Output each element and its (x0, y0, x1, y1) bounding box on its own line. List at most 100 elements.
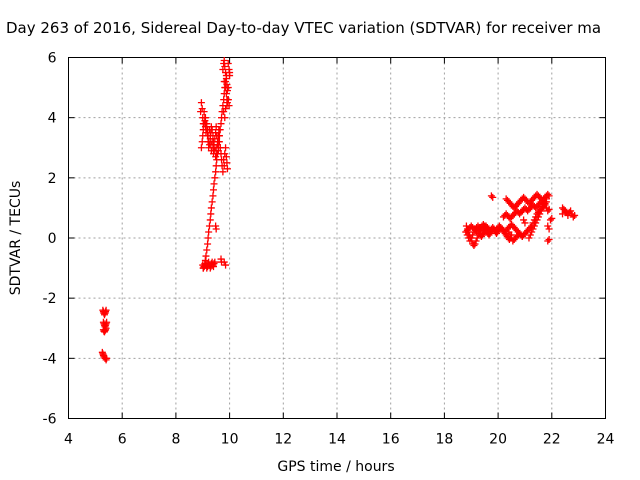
data-point (530, 222, 538, 230)
data-point (548, 214, 556, 222)
y-tick-label: -2 (43, 291, 57, 307)
x-tick-label: 18 (435, 432, 453, 448)
data-point (217, 120, 225, 128)
data-point (542, 195, 550, 203)
x-tick-label: 10 (221, 432, 239, 448)
data-point (222, 153, 230, 161)
x-tick-label: 14 (328, 432, 346, 448)
data-point (219, 168, 227, 176)
data-point (569, 213, 577, 221)
x-tick-label: 6 (118, 432, 127, 448)
grid-lines (68, 57, 606, 419)
data-point (521, 219, 529, 227)
data-point (198, 138, 206, 146)
y-tick-label: -4 (43, 351, 57, 367)
data-point (538, 204, 546, 212)
data-point (221, 150, 229, 158)
data-point (206, 216, 214, 224)
data-point (201, 114, 209, 122)
data-point (537, 207, 545, 215)
data-point (222, 105, 230, 113)
data-point (506, 231, 514, 239)
y-axis-label: SDTVAR / TECUs (8, 181, 24, 296)
x-tick-label: 4 (64, 432, 73, 448)
data-point (204, 240, 212, 248)
data-point (226, 69, 234, 77)
data-point (525, 234, 533, 242)
data-point (206, 132, 214, 140)
data-point (205, 228, 213, 236)
data-point (544, 207, 552, 215)
data-point (197, 99, 205, 107)
data-point (102, 324, 110, 332)
data-point (203, 246, 211, 254)
data-point (215, 138, 223, 146)
data-point (532, 219, 540, 227)
data-point (222, 261, 230, 269)
x-tick-label: 16 (382, 432, 400, 448)
y-tick-label: 6 (48, 51, 57, 67)
x-tick-label: 8 (171, 432, 180, 448)
y-tick-label: 2 (48, 171, 57, 187)
data-point (489, 193, 497, 201)
data-point (210, 180, 218, 188)
data-point (487, 192, 495, 200)
data-point (212, 162, 220, 170)
data-point (215, 132, 223, 140)
data-points (98, 57, 579, 364)
data-point (211, 258, 219, 266)
data-point (212, 225, 220, 233)
data-point (207, 210, 215, 218)
data-point (540, 201, 548, 209)
data-point (205, 126, 213, 134)
x-axis-label: GPS time / hours (277, 459, 394, 475)
data-point (470, 242, 478, 250)
data-point (224, 60, 232, 68)
data-point (221, 63, 229, 71)
data-point (545, 225, 553, 233)
data-point (466, 231, 474, 239)
data-point (571, 211, 579, 219)
data-point (520, 216, 528, 224)
data-point (221, 114, 229, 122)
y-tick-label: 0 (48, 231, 57, 247)
data-point (209, 192, 217, 200)
data-point (546, 216, 554, 224)
data-point (485, 226, 493, 234)
data-point (544, 237, 552, 245)
data-point (205, 222, 213, 230)
data-point (204, 234, 212, 242)
data-point (544, 190, 552, 198)
data-point (211, 174, 219, 182)
y-tick-label: 4 (48, 111, 57, 127)
data-point (223, 165, 231, 173)
x-tick-label: 20 (489, 432, 507, 448)
data-point (567, 207, 575, 215)
data-point (505, 228, 513, 236)
y-tick-label: -6 (43, 412, 57, 428)
data-point (545, 205, 553, 213)
data-point (222, 84, 230, 92)
data-point (529, 225, 537, 233)
data-point (216, 126, 224, 134)
data-point (210, 260, 218, 268)
data-point (209, 186, 217, 194)
x-tick-label: 24 (597, 432, 615, 448)
data-point (472, 237, 480, 245)
data-point (103, 354, 111, 362)
data-point (473, 234, 481, 242)
data-point (471, 240, 479, 248)
data-point (545, 236, 553, 244)
data-point (526, 231, 534, 239)
data-point (536, 210, 544, 218)
data-point (103, 318, 111, 326)
data-point (102, 306, 110, 314)
x-axis-ticks: 4 6 8 10 12 14 16 18 20 22 24 (64, 57, 615, 448)
data-point (214, 150, 222, 158)
data-point (486, 228, 494, 236)
data-point (200, 108, 208, 116)
data-point (223, 96, 231, 104)
data-point (213, 156, 221, 164)
data-point (203, 120, 211, 128)
